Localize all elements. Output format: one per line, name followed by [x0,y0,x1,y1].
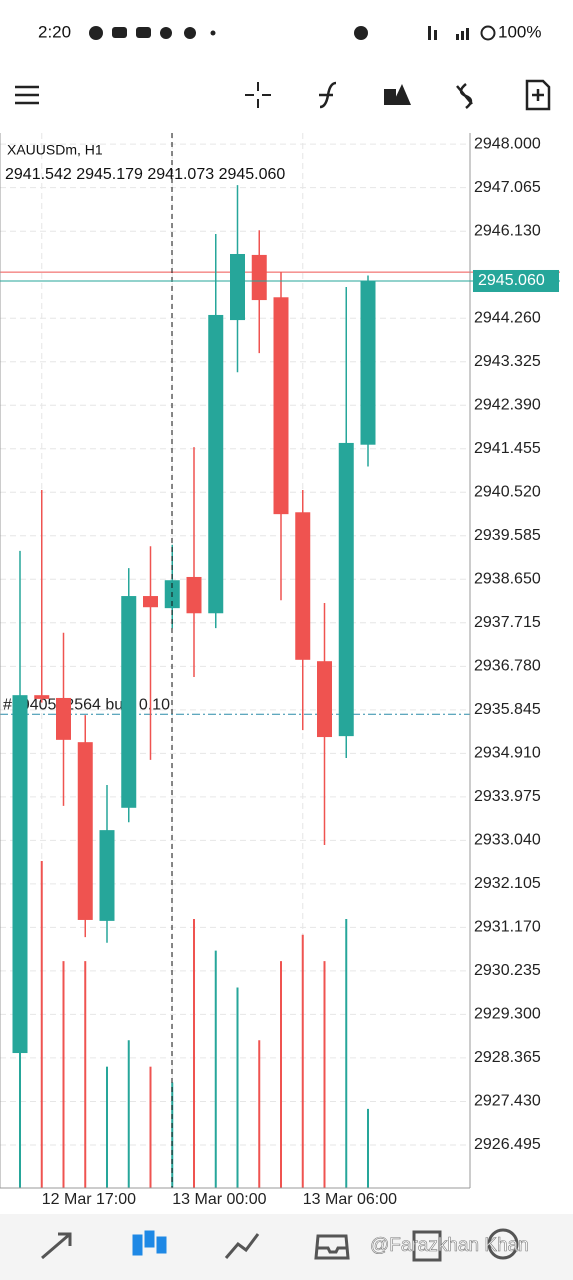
current-price-label: 2945.060 [478,272,545,289]
candle-body [121,596,137,808]
candle-body [186,576,202,614]
y-tick-label: 2933.975 [474,788,541,805]
y-tick-label: 2947.065 [474,179,541,196]
ohlc-close: 2945.060 [219,166,286,183]
nav-trade[interactable] [224,1233,260,1259]
candle-body [56,697,71,740]
y-tick-label: 2927.430 [474,1093,541,1110]
x-tick-label: 13 Mar 00:00 [172,1191,266,1208]
y-tick-label: 2926.495 [474,1136,541,1153]
ohlc-high: 2945.179 [76,166,143,183]
status-icons [89,25,496,41]
y-tick-label: 2938.650 [474,571,541,588]
y-tick-label: 2935.845 [474,701,541,718]
y-tick-label: 2948.000 [474,135,541,152]
candle-body [12,695,28,1054]
watermark: @Farazkhan Khan [370,1235,529,1256]
symbol-title: XAUUSDm, H1 [7,142,103,158]
candle-body [230,253,245,321]
y-tick-label: 2946.130 [474,222,541,239]
bottom-nav [0,1214,573,1280]
ohlc-header: 2941.542 2945.179 2941.073 2945.060 [5,166,285,183]
y-tick-label: 2943.325 [474,353,541,370]
nav-history[interactable] [314,1234,350,1260]
nav-chart[interactable] [132,1230,167,1256]
trade-button[interactable] [456,83,473,109]
status-time: 2:20 [38,22,71,41]
y-tick-label: 2934.910 [474,745,541,762]
nav-messages[interactable] [487,1228,519,1260]
candle-body [295,512,311,660]
candle-body [208,314,224,614]
candle-body [99,830,115,921]
y-tick-label: 2932.105 [474,875,541,892]
candle-body [273,297,289,515]
indicators-button[interactable] [319,81,337,109]
y-tick-label: 2930.235 [474,962,541,979]
y-tick-label: 2929.300 [474,1006,541,1023]
candle-body [77,742,93,920]
y-tick-label: 2931.170 [474,919,541,936]
nav-news[interactable] [412,1230,442,1262]
nav-quotes[interactable] [41,1232,72,1260]
ohlc-open: 2941.542 [5,166,72,183]
y-tick-label: 2939.585 [474,527,541,544]
candle-body [251,254,267,301]
candle-body [317,661,332,738]
current-price-box [473,269,559,292]
x-tick-label: 12 Mar 17:00 [42,1191,136,1208]
y-tick-label: 2936.780 [474,658,541,675]
y-tick-label: 2928.365 [474,1049,541,1066]
y-tick-label: 2937.715 [474,614,541,631]
order-label: #2040562564 buy, 0.10 [3,696,170,713]
y-tick-label: 2944.260 [474,309,541,326]
candle-body [338,442,354,737]
candle-body [360,280,376,445]
y-tick-label: 2942.390 [474,396,541,413]
y-tick-label: 2940.520 [474,483,541,500]
candle-body [34,695,50,699]
menu-button[interactable] [15,85,39,105]
y-tick-label: 2933.040 [474,832,541,849]
y-tick-label: 2941.455 [474,440,541,457]
ohlc-low: 2941.073 [147,166,214,183]
status-battery: 100% [498,22,541,41]
chart: #2040562564 buy, 0.10 [0,133,560,1188]
candle-body [143,596,158,608]
crosshair-button[interactable] [245,82,271,108]
objects-button[interactable] [384,84,411,105]
new-order-button[interactable] [525,79,551,111]
x-tick-label: 13 Mar 06:00 [303,1191,397,1208]
